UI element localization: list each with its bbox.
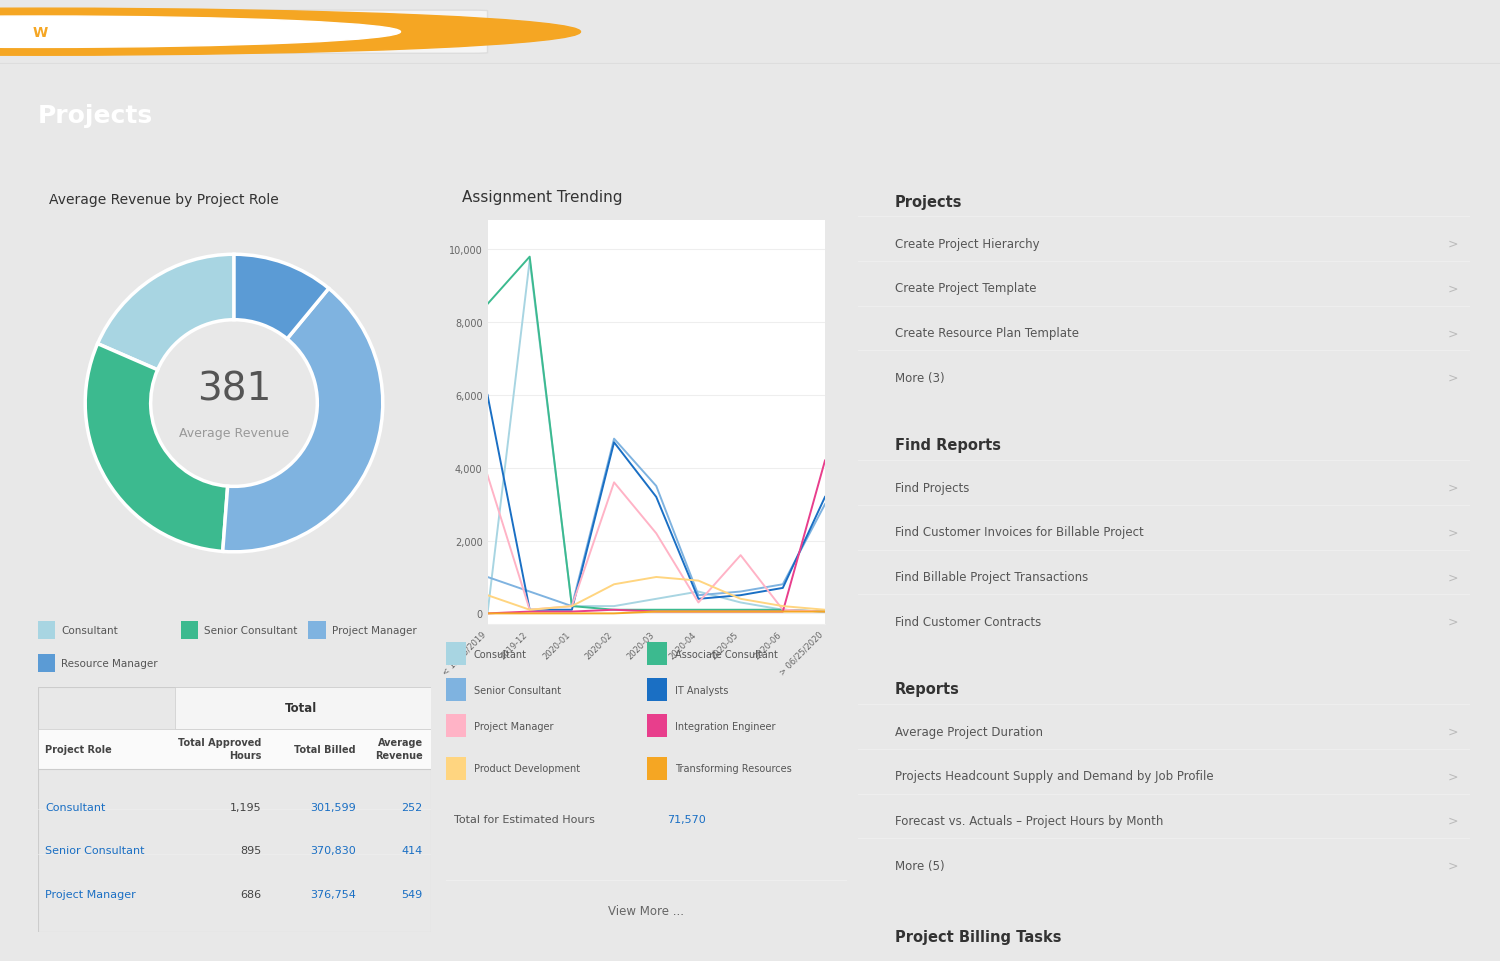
Bar — [446, 678, 465, 702]
Text: Find Customer Contracts: Find Customer Contracts — [894, 615, 1041, 628]
Text: >: > — [1448, 615, 1458, 628]
Text: Find Customer Invoices for Billable Project: Find Customer Invoices for Billable Proj… — [894, 526, 1143, 539]
Circle shape — [0, 17, 400, 48]
Text: Transforming Resources: Transforming Resources — [675, 763, 792, 774]
Text: Integration Engineer: Integration Engineer — [675, 721, 776, 730]
Text: Average
Revenue: Average Revenue — [375, 738, 423, 760]
Bar — [446, 714, 465, 737]
Text: Project Role: Project Role — [45, 744, 112, 753]
Text: Total Approved
Hours: Total Approved Hours — [178, 738, 261, 760]
Text: >: > — [1448, 327, 1458, 340]
Bar — [646, 757, 666, 779]
Circle shape — [0, 10, 580, 56]
Text: IT Analysts: IT Analysts — [675, 685, 728, 695]
Text: >: > — [1448, 237, 1458, 251]
Text: 370,830: 370,830 — [310, 845, 356, 855]
Text: Consultant: Consultant — [62, 626, 118, 635]
Bar — [646, 643, 666, 665]
Wedge shape — [98, 255, 234, 370]
Text: Project Manager: Project Manager — [474, 721, 554, 730]
Text: 381: 381 — [196, 370, 272, 407]
Text: >: > — [1448, 571, 1458, 583]
Text: Consultant: Consultant — [474, 649, 526, 659]
Text: Total for Estimated Hours: Total for Estimated Hours — [453, 814, 594, 825]
Text: Senior Consultant: Senior Consultant — [204, 626, 298, 635]
Bar — [38, 622, 56, 640]
Bar — [446, 643, 465, 665]
Text: 549: 549 — [402, 889, 423, 899]
Text: >: > — [1448, 725, 1458, 738]
Bar — [446, 757, 465, 779]
Text: W: W — [33, 26, 48, 39]
Text: Resource Manager: Resource Manager — [62, 658, 158, 668]
Text: Total: Total — [285, 702, 316, 714]
Text: Projects: Projects — [894, 194, 962, 209]
Wedge shape — [234, 255, 328, 339]
Text: 414: 414 — [402, 845, 423, 855]
Bar — [180, 622, 198, 640]
Bar — [646, 714, 666, 737]
Wedge shape — [86, 344, 228, 552]
Text: 252: 252 — [402, 802, 423, 812]
Text: Create Project Hierarchy: Create Project Hierarchy — [894, 237, 1040, 251]
Text: More (3): More (3) — [894, 371, 945, 384]
Text: Find Reports: Find Reports — [894, 438, 1001, 453]
Text: >: > — [1448, 770, 1458, 782]
Text: Assignment Trending: Assignment Trending — [462, 190, 622, 206]
Text: Create Project Template: Create Project Template — [894, 283, 1036, 295]
Text: >: > — [1448, 526, 1458, 539]
Bar — [38, 654, 56, 673]
Bar — [646, 678, 666, 702]
Text: Senior Consultant: Senior Consultant — [45, 845, 146, 855]
Text: 376,754: 376,754 — [310, 889, 356, 899]
Text: 71,570: 71,570 — [666, 814, 705, 825]
Text: Average Revenue by Project Role: Average Revenue by Project Role — [50, 193, 279, 207]
Text: Projects: Projects — [38, 104, 153, 128]
Text: Project Manager: Project Manager — [332, 626, 417, 635]
Text: Average Revenue: Average Revenue — [178, 427, 290, 440]
Text: Project Billing Tasks: Project Billing Tasks — [894, 929, 1060, 945]
Text: >: > — [1448, 481, 1458, 494]
Text: Forecast vs. Actuals – Project Hours by Month: Forecast vs. Actuals – Project Hours by … — [894, 814, 1162, 827]
Text: >: > — [1448, 283, 1458, 295]
Text: >: > — [1448, 371, 1458, 384]
Wedge shape — [222, 289, 382, 553]
Text: >: > — [1448, 814, 1458, 827]
Bar — [308, 622, 326, 640]
Text: Find Projects: Find Projects — [894, 481, 969, 494]
Text: 1,195: 1,195 — [230, 802, 261, 812]
Text: Senior Consultant: Senior Consultant — [474, 685, 561, 695]
Text: Project Manager: Project Manager — [45, 889, 136, 899]
Text: Find Billable Project Transactions: Find Billable Project Transactions — [894, 571, 1088, 583]
Text: Product Development: Product Development — [474, 763, 580, 774]
Text: Create Resource Plan Template: Create Resource Plan Template — [894, 327, 1078, 340]
Text: 895: 895 — [240, 845, 261, 855]
Text: More (5): More (5) — [894, 859, 945, 872]
Bar — [176, 687, 430, 728]
Text: Average Project Duration: Average Project Duration — [894, 725, 1042, 738]
Text: View More ...: View More ... — [609, 904, 684, 918]
Text: Search: Search — [112, 26, 156, 39]
Text: >: > — [1448, 859, 1458, 872]
FancyBboxPatch shape — [68, 12, 488, 54]
Bar — [38, 728, 430, 769]
Text: 301,599: 301,599 — [310, 802, 356, 812]
Text: Projects Headcount Supply and Demand by Job Profile: Projects Headcount Supply and Demand by … — [894, 770, 1214, 782]
Text: Consultant: Consultant — [45, 802, 105, 812]
Text: Associate Consultant: Associate Consultant — [675, 649, 777, 659]
Text: Total Billed: Total Billed — [294, 744, 356, 753]
Text: Reports: Reports — [894, 681, 960, 697]
Text: 686: 686 — [240, 889, 261, 899]
